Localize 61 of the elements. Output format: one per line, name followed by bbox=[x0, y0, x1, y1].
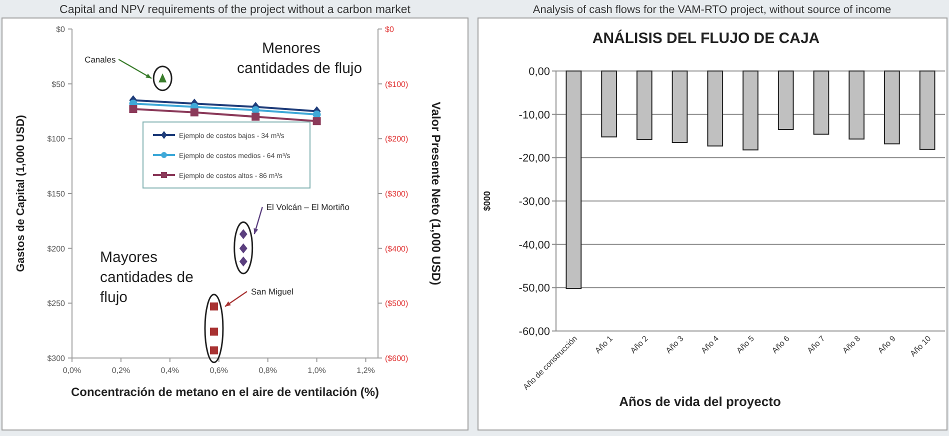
annotation: Mayores cantidades de flujo bbox=[100, 249, 194, 306]
y-tick-label: -30,00 bbox=[518, 196, 550, 208]
x-tick-label: 0,8% bbox=[258, 366, 277, 375]
y-tick-label: $0 bbox=[56, 25, 66, 34]
x-tick-label: Año 6 bbox=[770, 334, 792, 356]
y-axis-title: Gastos de Capital (1,000 USD) bbox=[15, 114, 27, 272]
text: San Miguel bbox=[250, 286, 294, 296]
text: El Volcán – El Mortiño bbox=[266, 202, 350, 212]
annotation: Menores cantidades de flujo bbox=[237, 40, 362, 77]
point bbox=[210, 328, 218, 336]
y2-tick-label: ($200) bbox=[385, 134, 408, 144]
x-tick-label: 0,0% bbox=[62, 366, 82, 375]
point bbox=[210, 346, 218, 354]
x-tick-label: Año 8 bbox=[840, 334, 862, 356]
chart-title: ANÁLISIS DEL FLUJO DE CAJA bbox=[592, 29, 820, 47]
y2-tick-label: ($100) bbox=[385, 80, 408, 89]
y-tick-label: $100 bbox=[47, 134, 66, 144]
y2-axis-title: Valor Presente Neto (1,000 USD) bbox=[429, 102, 443, 286]
y-tick-label: 0,00 bbox=[528, 66, 550, 78]
y-tick-label: $150 bbox=[47, 190, 66, 198]
point bbox=[252, 112, 260, 121]
chart-title: Capital and NPV requirements of the project without a carbon market bbox=[60, 4, 412, 16]
point bbox=[210, 302, 218, 310]
x-tick-label: 0,2% bbox=[112, 366, 130, 375]
y2-tick-label: $0 bbox=[385, 25, 394, 34]
x-tick-label: Año 4 bbox=[699, 334, 721, 356]
y-tick-label: $300 bbox=[47, 354, 66, 363]
y-tick-label: -50,00 bbox=[518, 282, 550, 295]
x-tick-label: Año 1 bbox=[593, 334, 615, 356]
point bbox=[129, 105, 138, 114]
x-axis-title: Concentración de metano en el aire de ventilación (%) bbox=[70, 385, 380, 399]
x-tick-label: 1,0% bbox=[308, 366, 326, 375]
x-tick-label: 0,6% bbox=[210, 366, 228, 375]
y-tick-label: $250 bbox=[47, 299, 66, 308]
x-tick-label: Año 5 bbox=[734, 334, 756, 356]
y-tick-label: -20,00 bbox=[518, 152, 550, 165]
y-tick-label: -60,00 bbox=[518, 326, 550, 338]
x-tick-label: Año 9 bbox=[876, 334, 898, 356]
point bbox=[190, 108, 198, 116]
point bbox=[312, 117, 321, 126]
y-tick-label: $50 bbox=[52, 80, 66, 89]
x-tick-label: 0,4% bbox=[160, 366, 180, 375]
x-axis-title: Años de vida del proyecto bbox=[619, 394, 781, 409]
text: Canales bbox=[84, 54, 116, 64]
x-tick-label: Año 3 bbox=[664, 334, 686, 356]
y2-tick-label: ($500) bbox=[385, 299, 408, 308]
text: Analysis of cash flows for the VAM-RTO project, without source of income bbox=[532, 4, 892, 16]
x-tick-label: Año 2 bbox=[628, 334, 650, 356]
y-tick-label: $200 bbox=[47, 244, 66, 254]
y-axis-title: $000 bbox=[482, 190, 492, 212]
point bbox=[239, 229, 248, 240]
y2-tick-label: ($300) bbox=[385, 190, 408, 198]
y-tick-label: -10,00 bbox=[518, 109, 550, 122]
y-tick-label: -40,00 bbox=[518, 239, 550, 252]
x-tick-label: 1,2% bbox=[356, 366, 375, 375]
point bbox=[239, 243, 248, 254]
x-tick-label: Año 10 bbox=[908, 334, 934, 358]
point bbox=[239, 256, 248, 266]
y2-tick-label: ($400) bbox=[385, 244, 408, 254]
y2-tick-label: ($600) bbox=[385, 354, 408, 363]
x-tick-label: Año 7 bbox=[805, 334, 828, 356]
